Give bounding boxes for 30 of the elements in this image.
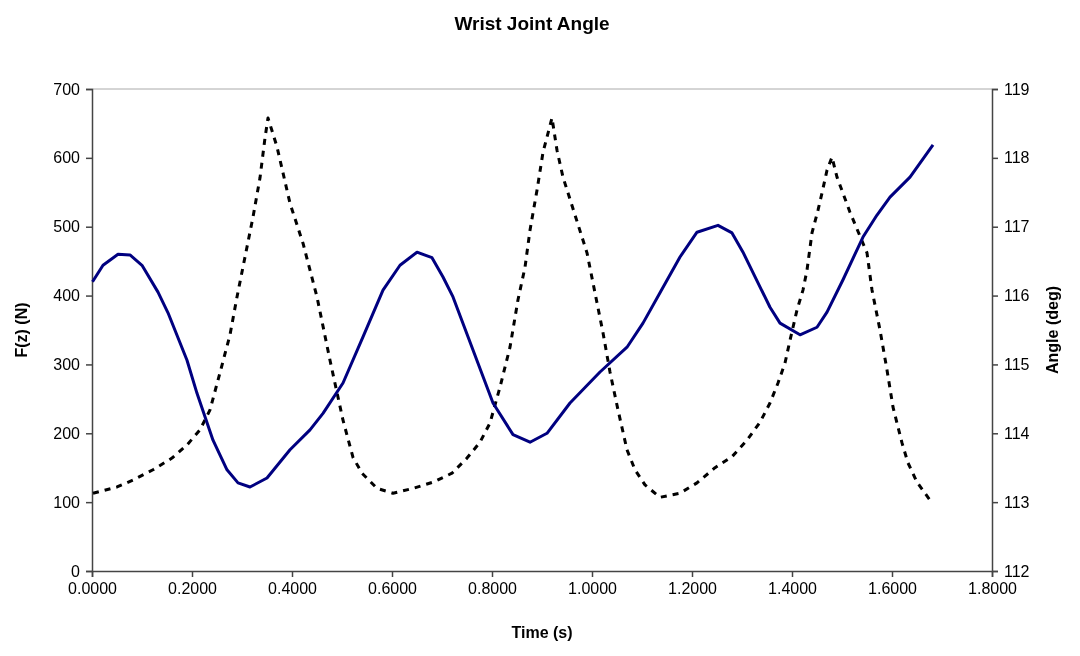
- x-tick-label: 1.6000: [868, 580, 918, 598]
- x-tick-label: 1.4000: [768, 580, 818, 598]
- y2-tick-label: 117: [1004, 218, 1030, 236]
- y2-tick-label: 112: [1004, 562, 1030, 580]
- y-tick-label: 200: [53, 424, 81, 442]
- y-tick-label: 600: [53, 149, 81, 167]
- y2-tick-label: 113: [1004, 493, 1030, 511]
- y2-tick-label: 116: [1004, 287, 1030, 305]
- x-tick-label: 0.0000: [68, 580, 118, 598]
- y-tick-label: 700: [53, 80, 81, 98]
- y-tick-label: 300: [53, 356, 81, 374]
- x-tick-label: 0.4000: [268, 580, 318, 598]
- x-axis-title: Time (s): [511, 624, 573, 641]
- chart-title: Wrist Joint Angle: [454, 13, 610, 34]
- x-tick-label: 1.8000: [968, 580, 1018, 598]
- x-tick-label: 1.2000: [668, 580, 718, 598]
- y-tick-label: 400: [53, 287, 81, 305]
- y-tick-label: 0: [71, 562, 81, 580]
- x-tick-label: 0.6000: [368, 580, 418, 598]
- y2-tick-label: 119: [1004, 80, 1030, 98]
- y2-axis-title: Angle (deg): [1044, 286, 1061, 374]
- y-axis-title: F(z) (N): [13, 302, 30, 358]
- x-tick-label: 0.2000: [168, 580, 218, 598]
- x-tick-label: 1.0000: [568, 580, 618, 598]
- x-tick-label: 0.8000: [468, 580, 518, 598]
- y2-tick-label: 115: [1004, 356, 1030, 374]
- y2-tick-label: 118: [1004, 149, 1030, 167]
- y-tick-label: 500: [53, 218, 81, 236]
- y2-tick-label: 114: [1004, 424, 1030, 442]
- y-tick-label: 100: [53, 493, 81, 511]
